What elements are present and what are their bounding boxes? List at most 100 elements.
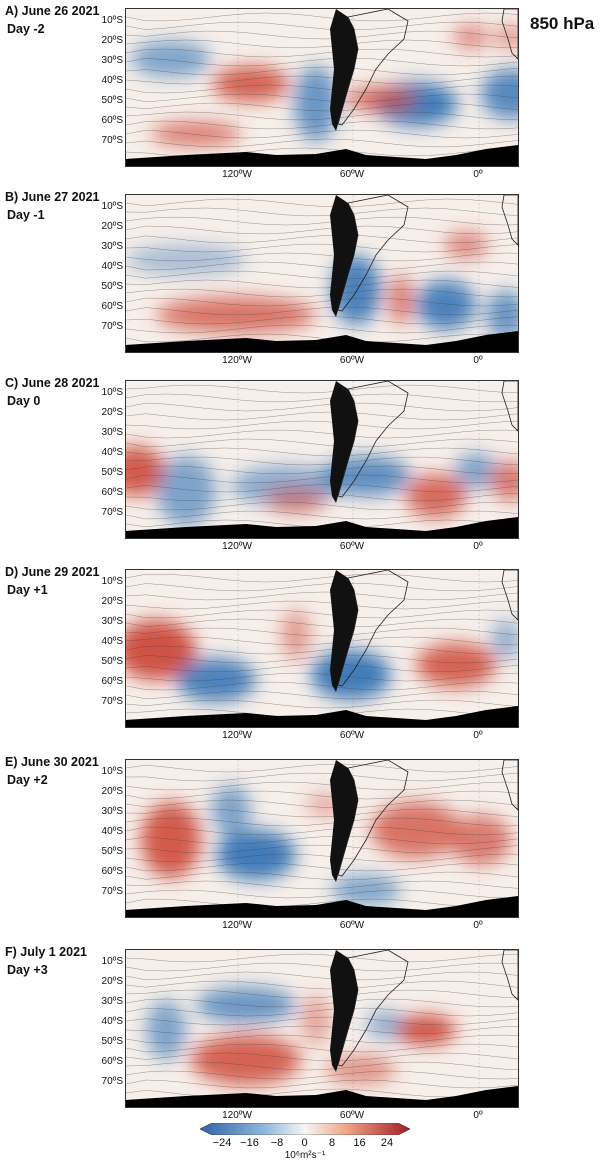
longitude-label: 120ºW xyxy=(222,920,252,931)
positive-anomaly xyxy=(389,275,413,325)
streamfunction-map xyxy=(125,949,519,1108)
longitude-label: 60ºW xyxy=(339,1110,365,1121)
positive-anomaly xyxy=(126,620,196,680)
africa-outline xyxy=(501,760,518,811)
latitude-label: 60ºS xyxy=(101,1056,123,1067)
latitude-label: 20ºS xyxy=(101,407,123,418)
south-america-west-coast xyxy=(330,950,358,1072)
south-america-outline xyxy=(337,381,409,498)
africa-outline xyxy=(501,570,518,621)
longitude-label: 120ºW xyxy=(222,169,252,180)
latitude-label: 20ºS xyxy=(101,976,123,987)
south-america-west-coast xyxy=(330,760,358,882)
south-america-outline xyxy=(337,195,409,312)
longitude-label: 60ºW xyxy=(339,169,365,180)
latitude-label: 30ºS xyxy=(101,241,123,252)
latitude-label: 50ºS xyxy=(101,467,123,478)
negative-anomaly xyxy=(311,650,391,700)
longitude-label: 60ºW xyxy=(339,730,365,741)
negative-anomaly xyxy=(454,453,498,489)
latitude-label: 10ºS xyxy=(101,201,123,212)
map-panel-e: E) June 30 2021 Day +2 10ºS 20ºS 30ºS 40ºS 50º… xyxy=(0,753,600,938)
negative-anomaly xyxy=(416,280,476,330)
latitude-label: 70ºS xyxy=(101,1076,123,1087)
colorbar-tick-label: 8 xyxy=(328,1137,336,1149)
streamfunction-map xyxy=(125,194,519,353)
colorbar-tick-label: −8 xyxy=(270,1137,284,1149)
longitude-label: 60ºW xyxy=(339,920,365,931)
panel-day-label: Day +3 xyxy=(7,963,48,977)
latitude-label: 20ºS xyxy=(101,596,123,607)
latitude-label: 60ºS xyxy=(101,301,123,312)
negative-anomaly xyxy=(481,69,518,119)
south-america-west-coast xyxy=(330,195,358,317)
longitude-label: 120ºW xyxy=(222,355,252,366)
positive-anomaly xyxy=(346,87,416,111)
panel-title: C) June 28 2021 Day 0 xyxy=(5,376,100,409)
longitude-label: 0º xyxy=(473,920,483,931)
south-america-outline xyxy=(337,570,409,687)
latitude-label: 70ºS xyxy=(101,135,123,146)
map-panel-a: A) June 26 2021 Day -2 10ºS 20ºS 30ºS 40ºS 50º… xyxy=(0,2,600,187)
negative-anomaly xyxy=(366,1010,406,1040)
panel-date-label: A) June 26 2021 xyxy=(5,4,100,18)
streamlines xyxy=(126,573,518,718)
latitude-label: 70ºS xyxy=(101,886,123,897)
latitude-label: 10ºS xyxy=(101,15,123,26)
latitude-label: 50ºS xyxy=(101,656,123,667)
panel-day-label: Day -1 xyxy=(7,208,45,222)
antarctica-landmass xyxy=(126,1086,518,1107)
negative-anomaly xyxy=(216,830,296,880)
latitude-label: 30ºS xyxy=(101,806,123,817)
positive-anomaly xyxy=(301,995,331,1045)
negative-anomaly xyxy=(146,1000,186,1060)
streamfunction-map xyxy=(125,380,519,539)
latitude-label: 40ºS xyxy=(101,1016,123,1027)
map-panel-d: D) June 29 2021 Day +1 10ºS 20ºS 30ºS 40ºS 50º… xyxy=(0,563,600,748)
latitude-label: 70ºS xyxy=(101,507,123,518)
africa-outline xyxy=(501,195,518,246)
panel-title: A) June 26 2021 Day -2 xyxy=(5,4,100,37)
latitude-label: 40ºS xyxy=(101,636,123,647)
colorbar-tick-label: −24 xyxy=(212,1137,232,1149)
latitude-label: 40ºS xyxy=(101,447,123,458)
positive-anomaly xyxy=(396,1015,456,1045)
antarctica-landmass xyxy=(126,896,518,917)
longitude-label: 60ºW xyxy=(339,541,365,552)
latitude-label: 60ºS xyxy=(101,487,123,498)
positive-anomaly xyxy=(326,1055,396,1085)
south-america-outline xyxy=(337,760,409,877)
panel-day-label: Day 0 xyxy=(7,394,41,408)
positive-anomaly xyxy=(406,474,466,518)
longitude-label: 0º xyxy=(473,355,483,366)
streamfunction-map xyxy=(125,759,519,918)
positive-anomaly xyxy=(491,461,518,501)
positive-anomaly xyxy=(416,643,496,687)
latitude-label: 50ºS xyxy=(101,281,123,292)
south-america-west-coast xyxy=(330,381,358,503)
latitude-label: 20ºS xyxy=(101,221,123,232)
streamfunction-map xyxy=(125,569,519,728)
latitude-label: 40ºS xyxy=(101,826,123,837)
longitude-label: 0º xyxy=(473,730,483,741)
positive-anomaly xyxy=(444,231,488,259)
panel-day-label: Day +1 xyxy=(7,583,48,597)
panel-date-label: D) June 29 2021 xyxy=(5,565,100,579)
colorbar xyxy=(199,1122,411,1136)
latitude-label: 50ºS xyxy=(101,1036,123,1047)
positive-anomaly xyxy=(266,489,326,513)
longitude-label: 0º xyxy=(473,1110,483,1121)
colorbar-ticks: −24 −16 −8 0 8 16 24 xyxy=(200,1137,410,1149)
latitude-label: 10ºS xyxy=(101,576,123,587)
negative-anomaly xyxy=(331,875,401,905)
africa-outline xyxy=(501,381,518,432)
positive-anomaly xyxy=(141,802,201,878)
negative-anomaly xyxy=(294,66,338,142)
panel-date-label: E) June 30 2021 xyxy=(5,755,99,769)
map-panel-c: C) June 28 2021 Day 0 10ºS 20ºS 30ºS 40ºS 50ºS… xyxy=(0,374,600,559)
latitude-label: 70ºS xyxy=(101,321,123,332)
latitude-label: 30ºS xyxy=(101,55,123,66)
panel-day-label: Day +2 xyxy=(7,773,48,787)
latitude-label: 60ºS xyxy=(101,676,123,687)
positive-anomaly xyxy=(191,1035,301,1085)
